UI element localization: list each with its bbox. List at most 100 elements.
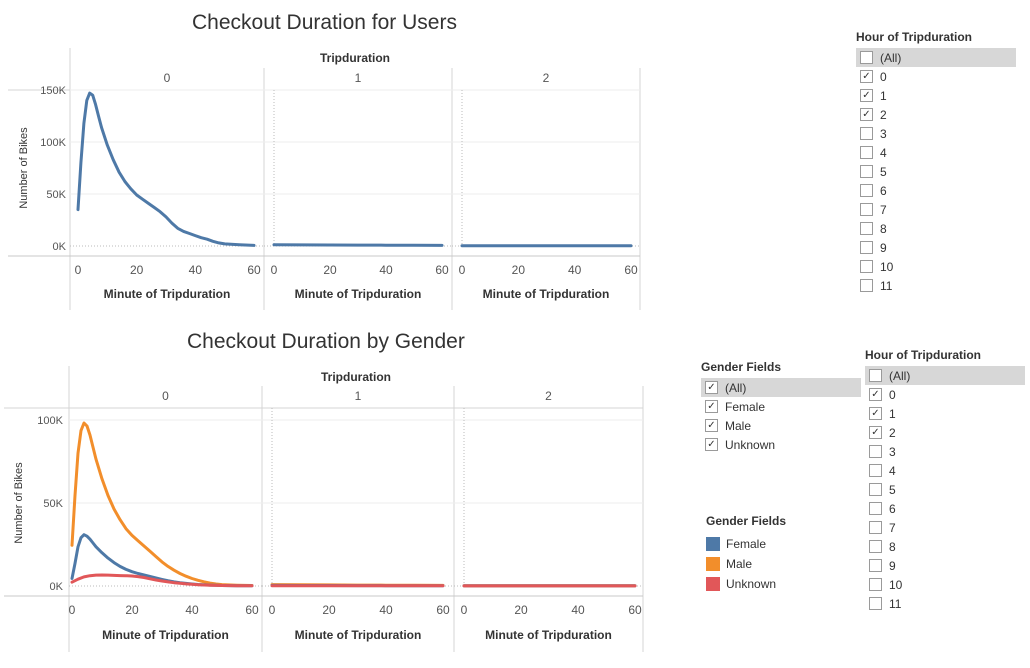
column-label: 1 (355, 71, 362, 85)
hour-filter-bottom-item-9[interactable]: ✓9 (865, 556, 1025, 575)
hour-filter-bottom-item-label: 6 (889, 501, 896, 516)
hour-filter-top-item-3[interactable]: ✓3 (856, 124, 1016, 143)
hour-filter-bottom-item-10[interactable]: ✓ 10 (865, 575, 1025, 594)
hour-filter-bottom-item-4[interactable]: ✓4 (865, 461, 1025, 480)
y-axis-label: Number of Bikes (18, 127, 30, 209)
checkbox-icon[interactable]: ✓ (860, 241, 873, 254)
checkbox-icon[interactable]: ✓ (705, 419, 718, 432)
legend-item-female: Female (706, 534, 856, 554)
checkbox-icon[interactable]: ✓ (860, 184, 873, 197)
hour-filter-top-item-11[interactable]: ✓ 11 (856, 276, 1016, 295)
checkbox-icon[interactable]: ✓ (860, 70, 873, 83)
series-line-bikes-panel-1 (272, 243, 444, 247)
hour-filter-top-item-7[interactable]: ✓7 (856, 200, 1016, 219)
series-line-bikes-panel-0 (76, 91, 256, 247)
y-tick-label: 150K (40, 85, 66, 97)
legend-item-male: Male (706, 554, 856, 574)
checkbox-icon[interactable]: ✓ (869, 559, 882, 572)
hour-filter-top-item-0[interactable]: ✓ 0 (856, 67, 1016, 86)
checkbox-icon[interactable]: ✓ (860, 279, 873, 292)
checkbox-icon[interactable]: ✓ (705, 438, 718, 451)
column-label: 2 (545, 389, 552, 403)
gender-filter-item-male[interactable]: ✓ Male (701, 416, 861, 435)
x-tick-label: 0 (269, 603, 276, 617)
x-axis-label: Minute of Tripduration (485, 628, 612, 642)
x-tick-label: 60 (245, 603, 259, 617)
checkbox-icon[interactable]: ✓ (860, 127, 873, 140)
hour-filter-top-item-8[interactable]: ✓8 (856, 219, 1016, 238)
checkbox-icon[interactable]: ✓ (860, 51, 873, 64)
hour-filter-bottom-item-all[interactable]: ✓ (All) (865, 366, 1025, 385)
x-tick-label: 40 (568, 263, 582, 277)
x-axis-label: Minute of Tripduration (104, 287, 231, 301)
hour-filter-top-item-2[interactable]: ✓ 2 (856, 105, 1016, 124)
x-tick-label: 60 (435, 263, 449, 277)
hour-filter-bottom-item-8[interactable]: ✓8 (865, 537, 1025, 556)
checkbox-icon[interactable]: ✓ (860, 222, 873, 235)
checkbox-icon[interactable]: ✓ (869, 597, 882, 610)
checkbox-icon[interactable]: ✓ (860, 89, 873, 102)
hour-filter-top-item-10[interactable]: ✓ 10 (856, 257, 1016, 276)
column-label: 2 (543, 71, 550, 85)
hour-filter-top-item-all[interactable]: ✓ (All) (856, 48, 1016, 67)
x-tick-label: 60 (628, 603, 642, 617)
hour-filter-bottom-item-label: 0 (889, 387, 896, 402)
hour-filter-bottom-item-label: 8 (889, 539, 896, 554)
hour-filter-bottom-item-2[interactable]: ✓ 2 (865, 423, 1025, 442)
hour-filter-top-item-9[interactable]: ✓9 (856, 238, 1016, 257)
hour-filter-bottom-item-label: 5 (889, 482, 896, 497)
checkbox-icon[interactable]: ✓ (860, 203, 873, 216)
hour-filter-bottom-item-6[interactable]: ✓6 (865, 499, 1025, 518)
hour-filter-top-item-label: 1 (880, 88, 887, 103)
checkbox-icon[interactable]: ✓ (860, 146, 873, 159)
x-tick-label: 20 (512, 263, 526, 277)
checkbox-icon[interactable]: ✓ (869, 369, 882, 382)
x-tick-label: 20 (322, 603, 336, 617)
hour-filter-top-item-label: 6 (880, 183, 887, 198)
x-tick-label: 0 (271, 263, 278, 277)
legend-label: Unknown (726, 577, 777, 591)
checkbox-icon[interactable]: ✓ (860, 165, 873, 178)
checkbox-icon[interactable]: ✓ (860, 260, 873, 273)
hour-filter-bottom-item-5[interactable]: ✓5 (865, 480, 1025, 499)
gender-filter-item-unknown[interactable]: ✓ Unknown (701, 435, 861, 454)
checkbox-icon[interactable]: ✓ (705, 381, 718, 394)
checkbox-icon[interactable]: ✓ (860, 108, 873, 121)
gender-filter-item-all[interactable]: ✓ (All) (701, 378, 861, 397)
checkbox-icon[interactable]: ✓ (869, 521, 882, 534)
hour-filter-top-item-6[interactable]: ✓6 (856, 181, 1016, 200)
x-tick-label: 60 (624, 263, 638, 277)
y-tick-label: 0K (50, 581, 64, 593)
hour-filter-bottom-item-3[interactable]: ✓3 (865, 442, 1025, 461)
hour-filter-top-item-4[interactable]: ✓4 (856, 143, 1016, 162)
checkbox-icon[interactable]: ✓ (869, 426, 882, 439)
hour-filter-bottom-item-0[interactable]: ✓ 0 (865, 385, 1025, 404)
checkbox-icon[interactable]: ✓ (869, 540, 882, 553)
hour-filter-top-item-label: 7 (880, 202, 887, 217)
checkbox-icon[interactable]: ✓ (869, 483, 882, 496)
hour-filter-bottom-item-1[interactable]: ✓ 1 (865, 404, 1025, 423)
hour-filter-top-item-label: 10 (880, 259, 894, 274)
checkbox-icon[interactable]: ✓ (869, 445, 882, 458)
x-tick-label: 0 (461, 603, 468, 617)
checkbox-icon[interactable]: ✓ (869, 502, 882, 515)
gender-filter-item-female[interactable]: ✓ Female (701, 397, 861, 416)
x-tick-label: 60 (247, 263, 261, 277)
checkbox-icon[interactable]: ✓ (869, 464, 882, 477)
hour-filter-top-item-5[interactable]: ✓5 (856, 162, 1016, 181)
hour-filter-bottom-item-label: 1 (889, 406, 896, 421)
gender-legend-title: Gender Fields (706, 514, 787, 528)
hour-filter-top: Hour of Tripduration ✓(All)✓0✓1✓2✓3✓4✓5✓… (856, 30, 1016, 295)
checkbox-icon[interactable]: ✓ (705, 400, 718, 413)
hour-filter-bottom-item-7[interactable]: ✓7 (865, 518, 1025, 537)
checkbox-icon[interactable]: ✓ (869, 578, 882, 591)
hour-filter-top-item-label: (All) (880, 50, 902, 65)
gender-filter-item-label: Male (725, 418, 752, 433)
checkbox-icon[interactable]: ✓ (869, 407, 882, 420)
x-tick-label: 20 (514, 603, 528, 617)
hour-filter-top-item-label: 2 (880, 107, 887, 122)
hour-filter-top-item-1[interactable]: ✓ 1 (856, 86, 1016, 105)
hour-filter-bottom-item-11[interactable]: ✓ 11 (865, 594, 1025, 613)
chart2-title: Checkout Duration by Gender (187, 330, 465, 353)
checkbox-icon[interactable]: ✓ (869, 388, 882, 401)
